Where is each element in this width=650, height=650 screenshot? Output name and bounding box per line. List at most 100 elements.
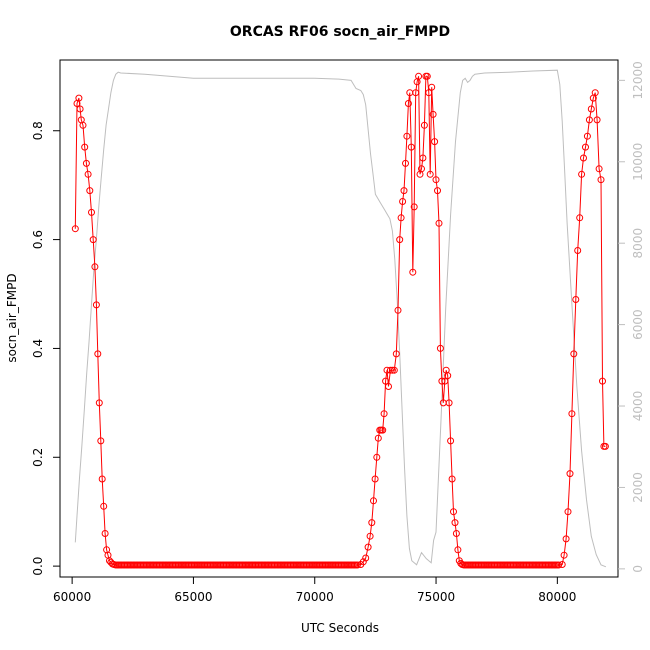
- data-point: [558, 561, 566, 568]
- data-point: [562, 535, 570, 543]
- data-point: [362, 554, 370, 562]
- data-point: [81, 143, 89, 151]
- data-point: [89, 236, 97, 244]
- x-tick-label: 70000: [296, 590, 334, 604]
- y-tick-label: 0.0: [31, 557, 45, 576]
- data-point: [591, 89, 599, 97]
- y-tick-label: 0.2: [31, 448, 45, 467]
- data-point: [383, 366, 391, 374]
- data-point: [94, 350, 102, 358]
- data-point: [371, 475, 379, 483]
- data-point: [436, 344, 444, 352]
- data-point: [382, 377, 390, 385]
- data-point: [585, 116, 593, 124]
- data-point: [418, 165, 425, 173]
- data-point: [555, 561, 563, 569]
- data-point: [399, 198, 407, 205]
- data-point: [75, 94, 83, 102]
- data-point: [452, 530, 460, 537]
- data-point: [434, 187, 441, 195]
- y2-tick-label: 6000: [631, 309, 645, 340]
- data-point: [364, 543, 372, 551]
- data-point: [392, 350, 400, 358]
- data-point: [396, 236, 404, 244]
- x-axis-label: UTC Seconds: [301, 621, 379, 635]
- data-point: [419, 154, 427, 162]
- x-tick-label: 80000: [538, 590, 576, 604]
- x-tick-label: 75000: [417, 590, 455, 604]
- data-point: [601, 442, 609, 450]
- y-tick-label: 0.6: [31, 230, 45, 249]
- data-point: [366, 532, 374, 540]
- y2-tick-label: 2000: [631, 472, 645, 503]
- y-axis-label: socn_air_FMPD: [5, 273, 19, 362]
- data-point: [435, 219, 443, 227]
- data-point: [82, 159, 90, 167]
- data-point: [84, 170, 92, 178]
- chart-title: ORCAS RF06 socn_air_FMPD: [230, 24, 450, 40]
- data-point: [587, 105, 595, 113]
- data-point: [97, 437, 105, 445]
- data-point: [370, 497, 377, 505]
- data-point: [445, 399, 453, 407]
- y2-tick-label: 10000: [631, 143, 645, 181]
- data-point: [415, 72, 423, 80]
- data-point: [428, 83, 436, 91]
- data-point: [568, 410, 576, 418]
- data-point: [423, 72, 431, 80]
- data-point: [100, 502, 108, 510]
- data-point: [448, 475, 456, 483]
- data-point: [379, 426, 387, 434]
- y2-tick-label: 0: [631, 565, 645, 573]
- data-point: [572, 296, 580, 303]
- data-point: [441, 377, 449, 385]
- data-point: [438, 377, 446, 385]
- data-point: [595, 165, 603, 173]
- data-point: [451, 519, 459, 527]
- data-point: [397, 214, 405, 222]
- data-point: [576, 214, 584, 222]
- x-tick-label: 65000: [174, 590, 212, 604]
- data-point: [560, 551, 568, 559]
- data-point: [79, 121, 87, 129]
- data-point: [597, 176, 605, 184]
- data-point: [373, 453, 381, 461]
- data-point: [578, 170, 586, 178]
- data-point: [88, 208, 95, 216]
- data-point: [564, 508, 572, 516]
- data-point: [583, 132, 591, 140]
- data-point: [92, 301, 100, 309]
- data-point: [454, 546, 462, 554]
- data-point: [582, 143, 589, 151]
- data-point: [402, 159, 409, 167]
- data-point: [394, 306, 402, 314]
- data-point: [95, 399, 103, 407]
- data-point: [410, 203, 418, 211]
- data-point: [368, 519, 376, 527]
- data-point: [425, 89, 433, 97]
- y-tick-label: 0.4: [31, 339, 45, 358]
- data-point: [420, 121, 428, 129]
- data-point: [390, 366, 398, 374]
- plot-frame: [59, 59, 619, 578]
- data-point: [593, 116, 601, 124]
- data-point: [385, 383, 392, 390]
- data-point: [71, 225, 79, 233]
- data-point: [98, 475, 106, 483]
- x-tick-label: 60000: [53, 590, 91, 604]
- altitude-layer: [74, 69, 607, 568]
- y-tick-label: 0.8: [31, 121, 45, 140]
- y2-tick-label: 12000: [631, 61, 645, 99]
- data-point: [404, 100, 412, 107]
- data-point: [101, 530, 109, 537]
- data-point: [359, 558, 367, 566]
- data-point: [431, 138, 439, 146]
- data-point: [91, 263, 99, 271]
- data-point: [353, 561, 361, 569]
- data-point: [450, 508, 457, 516]
- data-point: [388, 366, 396, 374]
- data-point: [447, 437, 455, 445]
- data-point: [412, 89, 420, 97]
- data-point: [386, 366, 394, 374]
